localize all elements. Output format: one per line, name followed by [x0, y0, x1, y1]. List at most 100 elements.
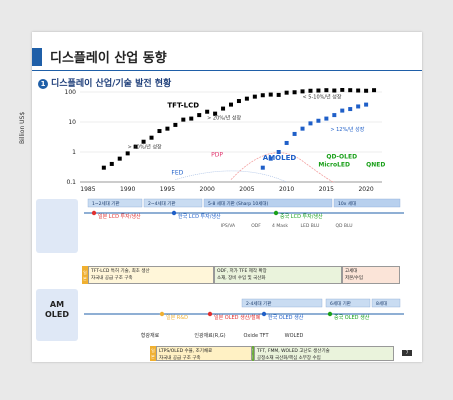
lcd-tech-label: IPS/VA [221, 223, 236, 229]
oled-milestone-label: 일본 OLED 생산/철폐 [214, 314, 261, 321]
oled-milestone-label: 중국 OLED 생산 [334, 314, 370, 321]
tft-lcd-point [364, 88, 369, 93]
tft-lcd-point [109, 161, 114, 166]
lcd-milestone-label: 일본 LCD 투자/생산 [98, 213, 141, 220]
amoled-point [316, 118, 321, 123]
amoled-point [364, 102, 369, 107]
y-tick-label: 10 [68, 119, 76, 126]
lcd-country-tag [82, 266, 88, 284]
oled-timeline-label: 6세대 기판 [330, 300, 351, 307]
page-number: 7 [402, 350, 412, 356]
amoled-point [300, 126, 305, 131]
amoled-point [292, 131, 297, 136]
amoled-point [260, 165, 265, 170]
label-pdp: PDP [211, 152, 223, 159]
tft-lcd-point [125, 151, 130, 156]
oled-timeline-label: 2-4세대 기판 [246, 300, 271, 307]
title-accent-bar [32, 48, 42, 66]
lcd-milestone-dot [171, 210, 177, 216]
annotation-20pct: > 20%/년 성장 [207, 115, 241, 122]
label-fed: FED [171, 169, 183, 176]
tft-lcd-point [356, 88, 361, 93]
section-label-am-oled: AM OLED [44, 300, 69, 319]
tft-lcd-point [268, 92, 273, 97]
amoled-point [340, 108, 345, 113]
fed-curve [175, 170, 287, 183]
label-microled: MicroLED [318, 161, 350, 168]
am-oled-section-bg [36, 289, 78, 341]
oled-milestone-dot [207, 311, 213, 317]
japan-oled-line-1: LTPS/OLED 수율, 조기채료 [159, 349, 213, 354]
lcd-milestone-dot [91, 210, 97, 216]
label-tft-lcd: TFT-LCD [167, 102, 199, 110]
roadmap: 1~2세대 기판 2~4세대 기판 5-8 세대 기판 (Sharp 10세대) 10… [36, 198, 404, 361]
x-tick-label: 2020 [358, 186, 373, 193]
lcd-timeline-segment [87, 198, 143, 208]
tft-lcd-point [292, 90, 297, 95]
x-tick-label: 1990 [120, 186, 135, 193]
japan-oled-line-2: 자국내 공급 구조 구축 [159, 356, 201, 361]
lcd-tech-label: LED BLU [301, 223, 320, 229]
tft-lcd-point [101, 165, 106, 170]
market-chart: 100 10 1 0.1 1985 1990 1995 2000 2005 2010 2015 202… [65, 88, 385, 193]
lcd-tech-label: QD BLU [335, 223, 352, 229]
oled-tech-label: 형광재료 [141, 332, 160, 339]
korea-lcd-box: ODF, 저가 TFE 제작 확장 소재, 장비 수입 및 국산화 [214, 266, 342, 284]
tft-lcd-point [221, 106, 226, 111]
y-tick-label: 0.1 [66, 179, 76, 186]
china-lcd-line-2: 저본/수입 [345, 276, 364, 281]
lcd-country-tag-text: 일 [83, 269, 87, 275]
tft-lcd-point [165, 126, 170, 131]
tft-lcd-point [157, 129, 162, 134]
oled-milestone-label: 한국 OLED 생산 [268, 314, 304, 321]
chart-ylabel: Billion US$ [19, 111, 26, 144]
tft-lcd-point [213, 111, 218, 116]
lcd-country-tag-text: 본 [83, 276, 87, 281]
oled-country-tag-text: 본 [151, 354, 155, 359]
y-tick-label: 100 [65, 89, 77, 96]
lcd-timeline-label: 5-8 세대 기판 (Sharp 10세대) [208, 200, 269, 207]
lcd-timeline-segment [143, 198, 203, 208]
tft-lcd-point [340, 88, 345, 92]
oled-milestone-dot [327, 311, 333, 317]
lcd-milestone-label: 중국 LCD 투자/생산 [280, 213, 323, 220]
section-subtitle: 1 디스플레이 산업/기술 발전 현황 [38, 76, 171, 89]
label-amoled: AMOLED [263, 154, 297, 162]
tft-lcd-point [197, 113, 202, 118]
section-subtitle-text: 디스플레이 산업/기술 발전 현황 [51, 79, 172, 89]
tft-lcd-point [276, 92, 281, 97]
annotation-12pct: > 12%/년 성장 [330, 126, 364, 133]
oled-milestone-label: 일본 R&D [166, 314, 188, 321]
tft-lcd-point [173, 122, 178, 127]
tft-lcd-point [189, 116, 194, 121]
lcd-timeline-label: 10x 세대 [338, 200, 356, 207]
oled-country-tag-text: 일 [151, 347, 155, 353]
tft-lcd-point [284, 90, 289, 95]
annotation-5-10pct: < 5-10%/년 성장 [303, 94, 342, 101]
tft-lcd-point [300, 89, 305, 94]
lcd-timeline-segment [333, 198, 401, 208]
x-tick-label: 1985 [80, 186, 95, 193]
tft-lcd-point [229, 102, 233, 107]
y-tick-label: 1 [72, 149, 76, 156]
amoled-point [332, 113, 337, 118]
tft-lcd-point [149, 135, 154, 140]
tft-lcd-point [324, 88, 329, 93]
lcd-tech-label: ODF [251, 223, 261, 229]
japan-lcd-line-2: 자국내 공급 구조 구축 [91, 276, 133, 281]
amoled-point [284, 140, 289, 145]
korea-oled-box: TFT, FMM, WOLED 고난도 생산기술 공정소재 국산화/핵심 소부장… [254, 346, 394, 361]
tft-lcd-point [316, 88, 321, 93]
tft-lcd-point [348, 88, 353, 93]
tft-lcd-section-bg [36, 199, 78, 253]
oled-tech-label: Oxide TFT [243, 333, 269, 339]
lcd-tech-label: 4 Mask [272, 223, 288, 229]
amoled-point [348, 107, 353, 112]
oled-timeline-segment [241, 298, 323, 308]
tft-lcd-point [252, 94, 257, 99]
amoled-point [308, 121, 313, 126]
section-number: 1 [38, 78, 48, 89]
x-tick-label: 2010 [279, 186, 294, 193]
oled-country-tag [150, 346, 156, 361]
title-divider [32, 70, 422, 71]
